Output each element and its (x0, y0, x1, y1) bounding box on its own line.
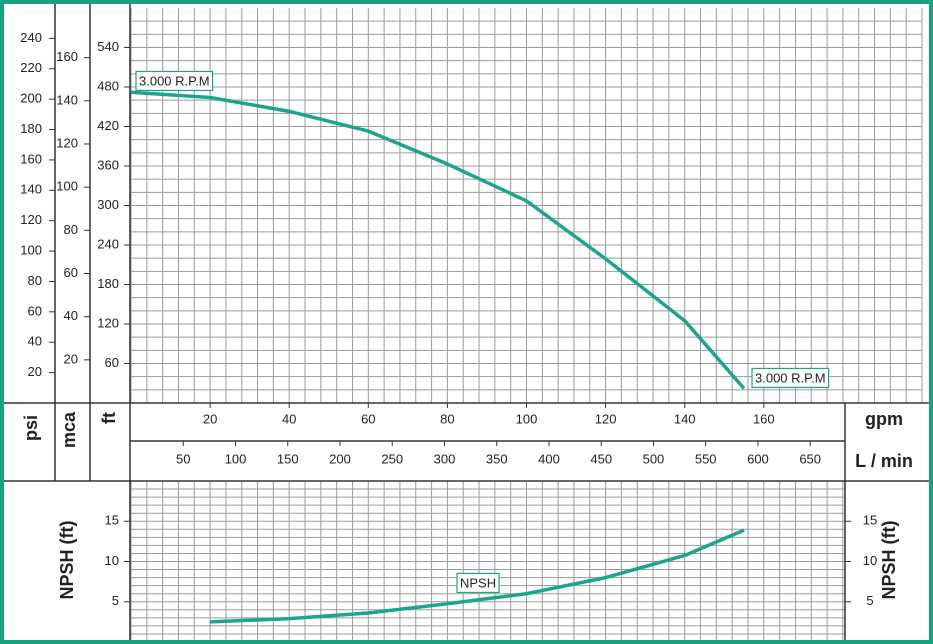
x-tick-label: 60 (361, 411, 375, 426)
y-tick-label: 60 (64, 265, 78, 280)
axis-title: mca (59, 411, 79, 448)
y-tick-label: 420 (97, 118, 119, 133)
y-tick-label: 40 (28, 334, 42, 349)
x2-tick-label: 300 (434, 451, 456, 466)
curve (210, 528, 745, 624)
x2-tick-label: 350 (486, 451, 508, 466)
axis-title: ft (99, 412, 119, 424)
x-tick-label: 140 (674, 411, 696, 426)
axis-title: NPSH (ft) (57, 521, 77, 600)
x-tick-label: 120 (595, 411, 617, 426)
y-tick-label: 80 (64, 222, 78, 237)
x2-tick-label: 550 (695, 451, 717, 466)
y-tick-label: 20 (28, 364, 42, 379)
x-tick-label: 80 (440, 411, 454, 426)
x2-tick-label: 450 (590, 451, 612, 466)
axis-title: NPSH (ft) (879, 521, 899, 600)
label-box (456, 572, 500, 594)
y-tick-label: 100 (56, 179, 78, 194)
y-tick-label: 5 (112, 593, 119, 608)
y-tick-label: 540 (97, 39, 119, 54)
y-tick-label: 360 (97, 157, 119, 172)
x2-tick-label: 600 (747, 451, 769, 466)
x2-tick-label: 250 (381, 451, 403, 466)
x2-tick-label: 650 (799, 451, 821, 466)
label-box (751, 367, 830, 389)
y2-tick-label: 5 (866, 593, 873, 608)
x2-tick-label: 100 (225, 451, 247, 466)
axis-title: psi (21, 415, 41, 441)
y-tick-label: 240 (20, 30, 42, 45)
y-tick-label: 160 (20, 151, 42, 166)
y-tick-label: 100 (20, 243, 42, 258)
x2-tick-label: 50 (176, 451, 190, 466)
y-tick-label: 180 (20, 121, 42, 136)
y-tick-label: 200 (20, 91, 42, 106)
curve-label: 3.000 R.P.M (139, 73, 210, 88)
y2-tick-label: 15 (863, 513, 877, 528)
y-tick-label: 10 (105, 553, 119, 568)
y-tick-label: 240 (97, 236, 119, 251)
y-tick-label: 15 (105, 513, 119, 528)
y-tick-label: 120 (56, 135, 78, 150)
x2-tick-label: 500 (643, 451, 665, 466)
y-tick-label: 60 (28, 303, 42, 318)
y-tick-label: 60 (105, 355, 119, 370)
x2-tick-label: 400 (538, 451, 560, 466)
axis-title: gpm (865, 409, 903, 429)
x-tick-label: 160 (753, 411, 775, 426)
label-box (135, 70, 214, 92)
x-tick-label: 40 (282, 411, 296, 426)
x-tick-label: 100 (516, 411, 538, 426)
y-tick-label: 20 (64, 351, 78, 366)
y-tick-label: 120 (97, 315, 119, 330)
y-tick-label: 160 (56, 49, 78, 64)
y-tick-label: 140 (20, 182, 42, 197)
y-tick-label: 220 (20, 60, 42, 75)
y2-tick-label: 10 (863, 553, 877, 568)
y-tick-label: 80 (28, 273, 42, 288)
curve-label: NPSH (460, 575, 496, 590)
y-tick-label: 300 (97, 197, 119, 212)
x2-tick-label: 150 (277, 451, 299, 466)
y-tick-label: 480 (97, 78, 119, 93)
grid (130, 8, 923, 640)
x-tick-label: 20 (203, 411, 217, 426)
y-tick-label: 40 (64, 308, 78, 323)
y-tick-label: 120 (20, 212, 42, 227)
y-tick-label: 140 (56, 92, 78, 107)
axis-title: L / min (855, 451, 913, 471)
y-tick-label: 180 (97, 276, 119, 291)
curve-label: 3.000 R.P.M (755, 370, 826, 385)
x2-tick-label: 200 (329, 451, 351, 466)
curve (130, 90, 746, 390)
